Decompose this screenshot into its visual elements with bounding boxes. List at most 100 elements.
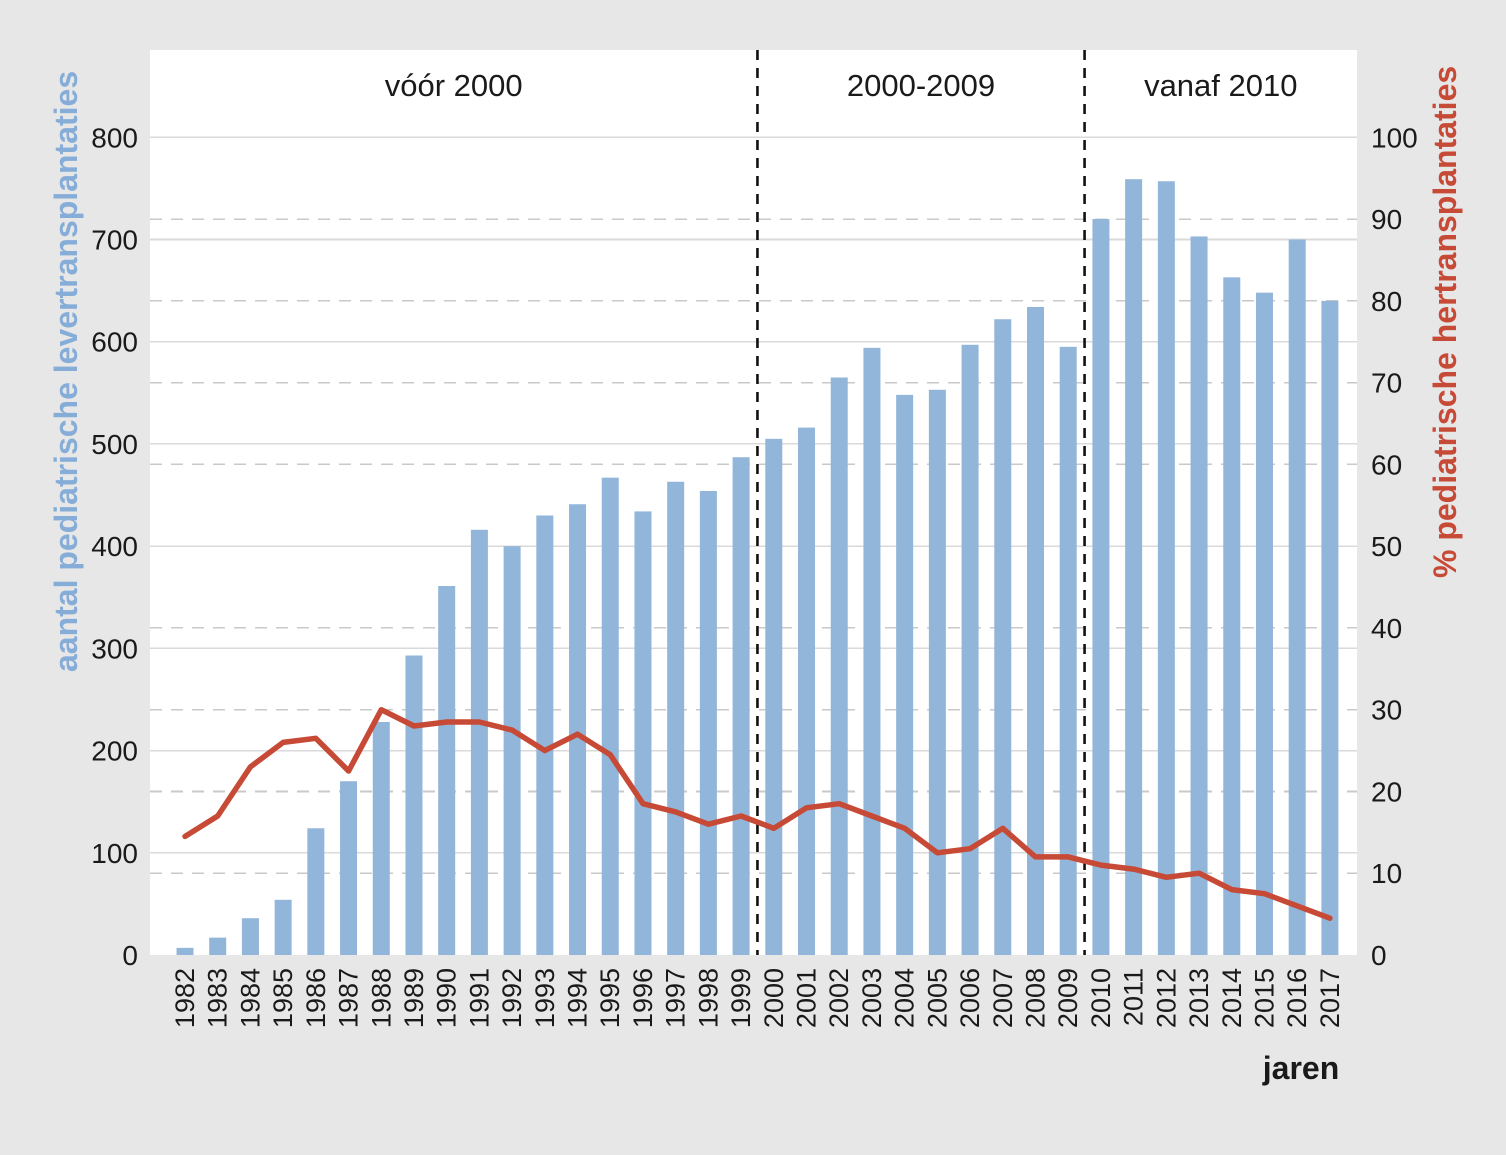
right-axis-tick: 50 [1371, 531, 1402, 562]
year-label-1990: 1990 [432, 968, 462, 1028]
year-label-1995: 1995 [595, 968, 625, 1028]
right-axis-title: % pediatrische hertransplantaties [1427, 66, 1463, 578]
bar-1984 [241, 918, 259, 955]
year-label-2007: 2007 [988, 968, 1018, 1028]
bar-2015 [1255, 292, 1273, 956]
year-label-2005: 2005 [922, 968, 952, 1028]
bar-1983 [209, 937, 227, 955]
year-label-2016: 2016 [1282, 968, 1312, 1028]
right-axis-tick: 100 [1371, 122, 1418, 153]
year-label-1989: 1989 [399, 968, 429, 1028]
right-axis-tick: 0 [1371, 940, 1387, 971]
year-label-2011: 2011 [1119, 968, 1149, 1026]
bar-2016 [1288, 239, 1306, 955]
year-label-2002: 2002 [824, 968, 854, 1028]
year-label-2012: 2012 [1151, 968, 1181, 1028]
bar-1991 [470, 529, 488, 955]
left-axis-tick: 100 [91, 838, 138, 869]
right-axis-tick: 60 [1371, 449, 1402, 480]
year-label-2004: 2004 [890, 968, 920, 1028]
bar-1995 [601, 477, 619, 955]
right-axis-tick: 20 [1371, 776, 1402, 807]
bar-2017 [1321, 300, 1339, 956]
year-label-2009: 2009 [1053, 968, 1083, 1028]
year-label-1992: 1992 [497, 968, 527, 1028]
bar-1986 [307, 828, 325, 955]
bar-2010 [1092, 219, 1110, 955]
bar-2012 [1157, 181, 1175, 956]
bar-1988 [372, 721, 390, 955]
left-axis-tick: 400 [91, 531, 138, 562]
left-axis-tick: 500 [91, 429, 138, 460]
right-axis-tick: 10 [1371, 858, 1402, 889]
bar-2013 [1190, 236, 1208, 956]
year-label-2008: 2008 [1020, 968, 1050, 1028]
bar-1987 [340, 781, 358, 955]
bar-1990 [438, 586, 456, 955]
left-axis-tick: 600 [91, 327, 138, 358]
year-label-2006: 2006 [955, 968, 985, 1028]
year-label-1991: 1991 [464, 968, 494, 1028]
bar-1992 [503, 546, 521, 955]
year-label-1984: 1984 [235, 968, 265, 1028]
year-label-2001: 2001 [792, 968, 822, 1028]
bar-1985 [274, 899, 292, 955]
year-label-2010: 2010 [1086, 968, 1116, 1028]
right-axis-tick: 40 [1371, 613, 1402, 644]
bar-2001 [798, 427, 816, 955]
x-axis-title: jaren [1262, 1050, 1339, 1086]
left-axis-tick: 300 [91, 633, 138, 664]
year-label-1997: 1997 [661, 968, 691, 1028]
bar-2000 [765, 438, 783, 955]
left-axis-tick: 200 [91, 736, 138, 767]
section-label-2: vanaf 2010 [1144, 68, 1297, 103]
year-label-2017: 2017 [1315, 968, 1345, 1028]
bar-2005 [928, 389, 946, 955]
year-label-2000: 2000 [759, 968, 789, 1028]
year-label-1987: 1987 [334, 968, 364, 1028]
right-axis-tick: 70 [1371, 368, 1402, 399]
bar-2007 [994, 319, 1012, 955]
year-label-1993: 1993 [530, 968, 560, 1028]
bar-2008 [1026, 306, 1044, 955]
right-axis-tick: 30 [1371, 695, 1402, 726]
bar-2006 [961, 344, 979, 955]
year-label-1983: 1983 [203, 968, 233, 1028]
bar-2002 [830, 377, 848, 955]
year-label-1999: 1999 [726, 968, 756, 1028]
left-axis-tick: 700 [91, 225, 138, 256]
year-label-1988: 1988 [366, 968, 396, 1028]
bar-1993 [536, 515, 554, 955]
bar-1998 [699, 490, 717, 955]
left-axis-title: aantal pediatrische levertransplantaties [48, 71, 84, 672]
bar-2014 [1223, 277, 1241, 955]
bar-1997 [667, 481, 685, 955]
right-axis-tick: 80 [1371, 286, 1402, 317]
bar-1989 [405, 655, 423, 955]
bar-1996 [634, 511, 652, 955]
bar-1994 [569, 504, 587, 955]
bar-2003 [863, 347, 881, 955]
year-label-2013: 2013 [1184, 968, 1214, 1028]
year-label-1996: 1996 [628, 968, 658, 1028]
bar-2009 [1059, 346, 1077, 955]
bar-1982 [176, 947, 194, 955]
bar-2011 [1125, 179, 1143, 955]
bar-1999 [732, 457, 750, 955]
year-label-2015: 2015 [1249, 968, 1279, 1028]
year-label-1994: 1994 [563, 968, 593, 1028]
year-label-1985: 1985 [268, 968, 298, 1028]
bar-2004 [896, 394, 914, 955]
left-axis-tick: 0 [122, 940, 138, 971]
year-label-1998: 1998 [693, 968, 723, 1028]
year-label-1986: 1986 [301, 968, 331, 1028]
year-label-2014: 2014 [1217, 968, 1247, 1028]
retransplant-percentage-line [182, 706, 1333, 921]
left-axis-tick: 800 [91, 122, 138, 153]
year-label-2003: 2003 [857, 968, 887, 1028]
section-label-1: 2000-2009 [847, 68, 995, 103]
year-label-1982: 1982 [170, 968, 200, 1028]
right-axis-tick: 90 [1371, 204, 1402, 235]
